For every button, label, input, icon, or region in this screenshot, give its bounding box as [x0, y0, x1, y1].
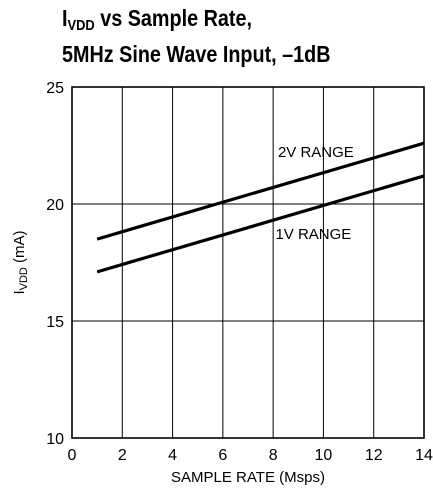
x-tick-label: 14	[415, 447, 433, 464]
y-tick-labels: 10 15 20 25	[46, 80, 64, 448]
x-tick-label: 4	[168, 447, 177, 464]
x-tick-label: 2	[118, 447, 127, 464]
y-tick-label: 15	[46, 314, 64, 331]
title-line-2: 5MHz Sine Wave Input, –1dB	[62, 41, 331, 67]
y-tick-label: 10	[46, 431, 64, 448]
series-label: 2V RANGE	[278, 144, 354, 161]
series-line	[96, 141, 425, 241]
y-axis-label: IVDD (mA)	[11, 230, 30, 294]
x-tick-labels: 0 2 4 6 8 10 12 14	[68, 447, 433, 464]
x-tick-label: 12	[365, 447, 383, 464]
y-tick-label: 20	[46, 197, 64, 214]
series-label: 1V RANGE	[275, 226, 351, 243]
chart-title: IVDD vs Sample Rate, 5MHz Sine Wave Inpu…	[62, 4, 331, 68]
series-labels: 2V RANGE 1V RANGE	[275, 144, 353, 243]
title-line-1: IVDD vs Sample Rate,	[62, 5, 252, 34]
y-tick-label: 25	[46, 80, 64, 97]
grid	[72, 87, 424, 438]
x-tick-label: 6	[218, 447, 227, 464]
x-tick-label: 0	[68, 447, 77, 464]
x-tick-label: 8	[269, 447, 278, 464]
series-line	[96, 174, 425, 274]
x-axis-label: SAMPLE RATE (Msps)	[171, 469, 325, 486]
series-lines	[96, 141, 425, 274]
x-tick-label: 10	[315, 447, 333, 464]
plot-frame	[71, 86, 425, 439]
